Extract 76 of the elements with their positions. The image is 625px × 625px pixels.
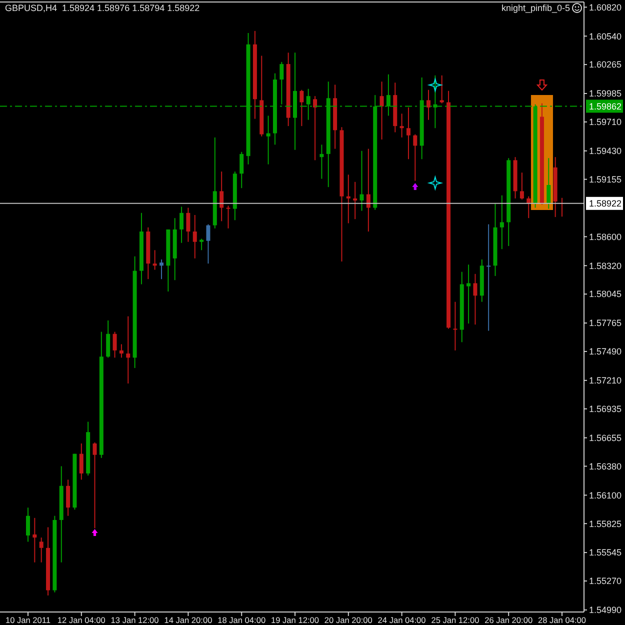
y-tick-label: 1.55545 [589,548,622,558]
y-tick-label: 1.59710 [589,117,622,128]
candlestick [486,224,491,332]
candlestick [240,151,244,189]
ref-line-label: 1.59862 [589,101,622,112]
candlestick [39,537,44,563]
x-tick-label: 19 Jan 12:00 [271,614,320,625]
candlestick [200,238,204,251]
y-tick-label: 1.58600 [589,232,622,242]
y-tick-label: 1.56935 [589,404,622,414]
candlestick [220,171,224,222]
x-tick-label: 14 Jan 20:00 [164,614,213,625]
candlestick [126,316,130,384]
candlestick [300,89,304,127]
candlestick [520,172,524,200]
candlestick [360,150,364,212]
y-tick-label: 1.60820 [589,2,622,12]
x-tick-label: 20 Jan 20:00 [324,614,373,625]
chart-title: GBPUSD,H4 1.58924 1.58976 1.58794 1.58922 [5,3,200,13]
candlestick [400,113,404,138]
candlestick [226,205,230,229]
candlestick [313,96,318,161]
y-tick-label: 1.57210 [589,376,622,386]
y-tick-label: 1.60540 [589,31,622,42]
y-tick-label: 1.55825 [589,518,622,529]
candlestick [112,331,117,358]
candlestick [353,181,358,220]
candlestick [92,442,97,529]
candlestick [473,273,478,326]
y-tick-label: 1.56380 [589,461,622,472]
candlestick [413,134,418,182]
y-tick-label: 1.59985 [589,88,622,99]
candlestick [192,214,197,259]
x-tick-label: 12 Jan 04:00 [57,614,106,625]
x-tick-label: 26 Jan 20:00 [484,614,533,625]
candlestick [266,115,270,165]
candlestick [426,89,430,120]
y-tick-label: 1.56100 [589,490,622,500]
candlestick [346,174,350,224]
candlestick [466,264,471,324]
y-tick-label: 1.57490 [589,346,622,357]
candlestick [320,144,324,180]
y-tick-label: 1.56655 [589,432,622,443]
ref-line-label: 1.58922 [589,198,622,209]
y-tick-label: 1.55270 [589,576,622,586]
candlestick [160,258,164,280]
y-tick-label: 1.59430 [589,146,622,156]
candlestick [440,74,444,104]
candlestick [32,517,37,563]
candlestick [106,320,110,358]
candlestick [206,224,210,264]
y-tick-label: 1.60265 [589,60,622,70]
candlestick [406,106,410,160]
y-tick-label: 1.59155 [589,174,622,184]
x-tick-label: 24 Jan 04:00 [378,614,426,625]
annotation: knight_pinfib_0-5 [501,3,570,13]
y-tick-label: 1.58045 [589,289,622,300]
y-tick-label: 1.57765 [589,318,622,328]
candlestick [186,207,190,242]
y-tick-label: 1.54990 [589,605,622,616]
candlestick [119,344,124,358]
candlestick [66,479,70,516]
candlestick [180,206,184,244]
x-tick-label: 28 Jan 04:00 [538,614,586,625]
candlestick [546,158,551,210]
y-tick-label: 1.58320 [589,260,622,271]
candlestick [26,507,30,542]
candlestick [500,194,504,250]
x-tick-label: 13 Jan 12:00 [110,614,160,625]
x-tick-label: 10 Jan 2011 [5,614,51,625]
candlestick [453,301,458,351]
x-tick-label: 18 Jan 04:00 [218,614,266,625]
candlestick [380,81,384,140]
candlestick [152,250,157,270]
x-tick-label: 25 Jan 12:00 [431,614,480,625]
candlestick [79,442,84,480]
